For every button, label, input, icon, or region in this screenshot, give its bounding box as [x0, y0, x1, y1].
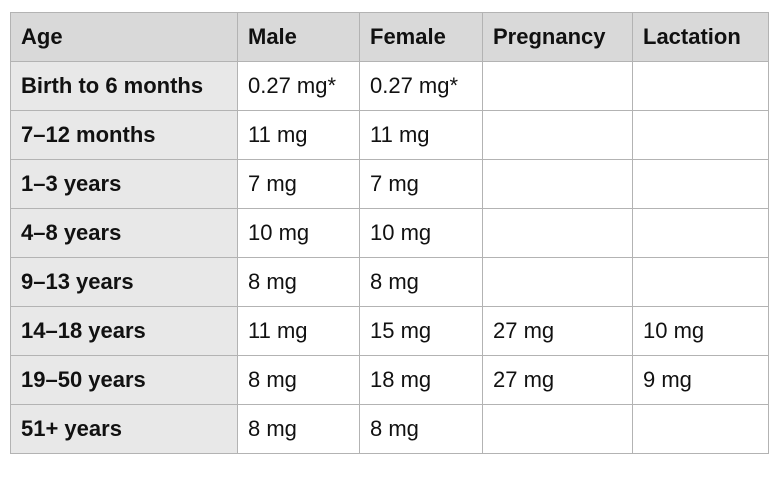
value-cell — [482, 257, 633, 307]
value-cell: 0.27 mg* — [237, 61, 360, 111]
age-cell: 14–18 years — [10, 306, 238, 356]
header-cell: Pregnancy — [482, 12, 633, 62]
value-cell: 11 mg — [359, 110, 483, 160]
value-cell: 7 mg — [359, 159, 483, 209]
table-body: Birth to 6 months 0.27 mg* 0.27 mg* 7–12 mo… — [10, 61, 769, 454]
value-cell — [632, 110, 769, 160]
header-cell: Female — [359, 12, 483, 62]
age-cell: 1–3 years — [10, 159, 238, 209]
table-row: 14–18 years 11 mg 15 mg 27 mg 10 mg — [10, 306, 769, 356]
table-row: 9–13 years 8 mg 8 mg — [10, 257, 769, 307]
value-cell: 27 mg — [482, 355, 633, 405]
age-cell: 4–8 years — [10, 208, 238, 258]
value-cell — [632, 404, 769, 454]
value-cell — [482, 208, 633, 258]
table-row: 7–12 months 11 mg 11 mg — [10, 110, 769, 160]
table-header: Age Male Female Pregnancy Lactation — [10, 12, 769, 62]
value-cell: 8 mg — [237, 404, 360, 454]
value-cell — [482, 110, 633, 160]
value-cell: 15 mg — [359, 306, 483, 356]
header-row: Age Male Female Pregnancy Lactation — [10, 12, 769, 62]
header-cell: Lactation — [632, 12, 769, 62]
value-cell — [632, 61, 769, 111]
iron-table: Age Male Female Pregnancy Lactation Birth to… — [10, 12, 769, 454]
value-cell: 11 mg — [237, 306, 360, 356]
value-cell — [482, 404, 633, 454]
table-row: Birth to 6 months 0.27 mg* 0.27 mg* — [10, 61, 769, 111]
table-row: 19–50 years 8 mg 18 mg 27 mg 9 mg — [10, 355, 769, 405]
value-cell: 10 mg — [237, 208, 360, 258]
table-row: 51+ years 8 mg 8 mg — [10, 404, 769, 454]
header-cell: Age — [10, 12, 238, 62]
value-cell: 27 mg — [482, 306, 633, 356]
value-cell — [632, 208, 769, 258]
age-cell: 19–50 years — [10, 355, 238, 405]
age-cell: 9–13 years — [10, 257, 238, 307]
value-cell: 18 mg — [359, 355, 483, 405]
value-cell: 8 mg — [359, 404, 483, 454]
header-cell: Male — [237, 12, 360, 62]
age-cell: Birth to 6 months — [10, 61, 238, 111]
table-row: 4–8 years 10 mg 10 mg — [10, 208, 769, 258]
value-cell — [632, 159, 769, 209]
value-cell — [482, 61, 633, 111]
value-cell: 8 mg — [237, 355, 360, 405]
value-cell: 9 mg — [632, 355, 769, 405]
value-cell: 8 mg — [237, 257, 360, 307]
value-cell: 8 mg — [359, 257, 483, 307]
value-cell: 11 mg — [237, 110, 360, 160]
value-cell: 0.27 mg* — [359, 61, 483, 111]
value-cell — [482, 159, 633, 209]
value-cell: 10 mg — [359, 208, 483, 258]
value-cell: 10 mg — [632, 306, 769, 356]
age-cell: 51+ years — [10, 404, 238, 454]
age-cell: 7–12 months — [10, 110, 238, 160]
value-cell: 7 mg — [237, 159, 360, 209]
value-cell — [632, 257, 769, 307]
table-row: 1–3 years 7 mg 7 mg — [10, 159, 769, 209]
